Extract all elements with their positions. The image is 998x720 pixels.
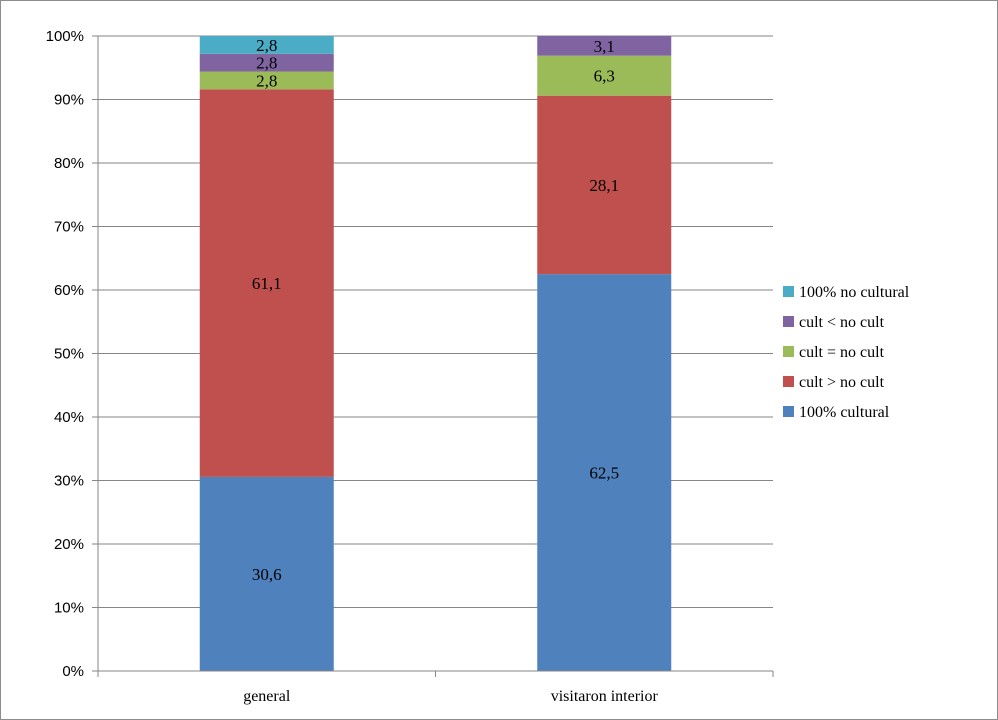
legend-swatch [783,316,794,327]
data-label: 62,5 [589,464,619,483]
gridlines [98,35,773,608]
legend-label: cult < no cult [799,314,885,331]
data-label: 28,1 [589,176,619,195]
legend-label: 100% cultural [799,404,890,421]
axes: 0% 10% 20% 30% 40% 50% 60% 70% 80% 90% 100% general… [46,28,774,705]
data-label: 2,8 [256,36,277,55]
legend-label: cult > no cult [799,374,885,391]
y-tick-label: 90% [54,92,84,109]
y-tick-label: 60% [54,282,84,299]
legend-swatch [783,286,794,297]
bar-segment [199,476,334,671]
y-tick-label: 70% [54,219,84,236]
legend-swatch [783,376,794,387]
x-category-label: general [243,688,291,705]
data-labels: 30,661,12,82,82,862,528,16,33,1 [252,36,619,584]
legend-label: cult = no cult [799,344,885,361]
y-tick-label: 10% [54,600,84,617]
bar-segment [199,53,334,72]
legend-label: 100% no cultural [799,284,910,301]
bar-segment [537,274,672,671]
data-label: 61,1 [252,274,282,293]
data-label: 3,1 [594,37,615,56]
bar-segment [537,36,672,56]
y-tick-label: 30% [54,473,84,490]
data-label: 30,6 [252,565,282,584]
legend: 100% no cultural cult < no cult cult = no … [783,284,910,421]
y-tick-label: 80% [54,155,84,172]
bar-segment [199,36,334,54]
y-tick-label: 50% [54,346,84,363]
y-tick-label: 0% [62,663,84,680]
data-label: 6,3 [594,67,615,86]
legend-swatch [783,406,794,417]
bar-segment [199,89,334,477]
data-label: 2,8 [256,54,277,73]
bars [199,36,672,671]
data-label: 2,8 [256,71,277,90]
bar-segment [537,55,672,96]
y-tick-label: 20% [54,536,84,553]
bar-segment [199,71,334,90]
bar-segment [537,95,672,275]
y-tick-label: 40% [54,409,84,426]
legend-swatch [783,346,794,357]
x-category-label: visitaron interior [551,688,659,705]
y-tick-label: 100% [46,28,84,45]
